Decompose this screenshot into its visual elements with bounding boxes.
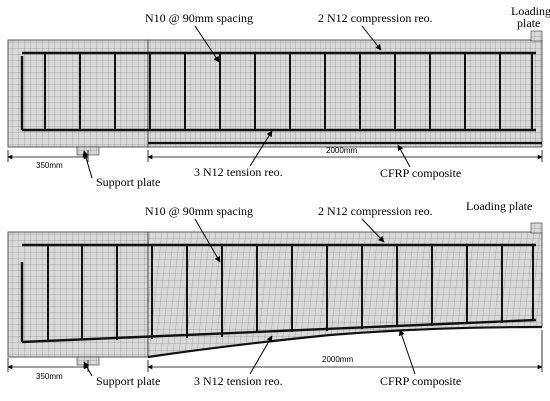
bottom-leader-lines [83,218,416,377]
bottom-dimension-lines [7,330,543,372]
top-loading-plate [530,30,543,42]
bottom-label-compression: 2 N12 compression reo. [318,204,433,218]
top-dim-support: 350mm [36,161,63,170]
bottom-panel: 350mm 2000mm N10 @ 90mm spacing 2 N12 co… [7,199,543,388]
bottom-dim-span: 2000mm [322,355,353,364]
top-panel: 350mm 2000mm N10 @ 90mm spacing 2 N12 co… [7,4,550,189]
bottom-stirrups [47,245,534,341]
bottom-label-tension: 3 N12 tension reo. [194,374,283,388]
top-label-stirrups: N10 @ 90mm spacing [145,11,253,25]
bottom-beam-mesh-left [7,231,149,358]
bottom-label-stirrups: N10 @ 90mm spacing [145,204,253,218]
bottom-label-cfrp: CFRP composite [380,374,461,388]
top-label-loading-2: plate [517,16,540,30]
top-label-compression: 2 N12 compression reo. [318,11,433,25]
top-label-cfrp: CFRP composite [380,166,461,180]
top-label-tension: 3 N12 tension reo. [194,165,283,179]
bottom-loading-plate [530,222,543,234]
top-dimension-lines [7,150,543,162]
top-label-loading: Loading [511,4,550,18]
bottom-cfrp-strip [147,325,543,359]
top-dim-span: 2000mm [326,146,357,155]
bottom-label-loading: Loading plate [466,199,532,213]
bottom-dim-support: 350mm [36,372,63,381]
bottom-beam-mesh-right [147,231,543,358]
top-label-support: Support plate [96,175,160,189]
top-stirrups [44,53,533,130]
bottom-tension-bar [21,318,537,344]
bottom-label-support: Support plate [96,374,160,388]
top-leader-lines [82,25,411,179]
